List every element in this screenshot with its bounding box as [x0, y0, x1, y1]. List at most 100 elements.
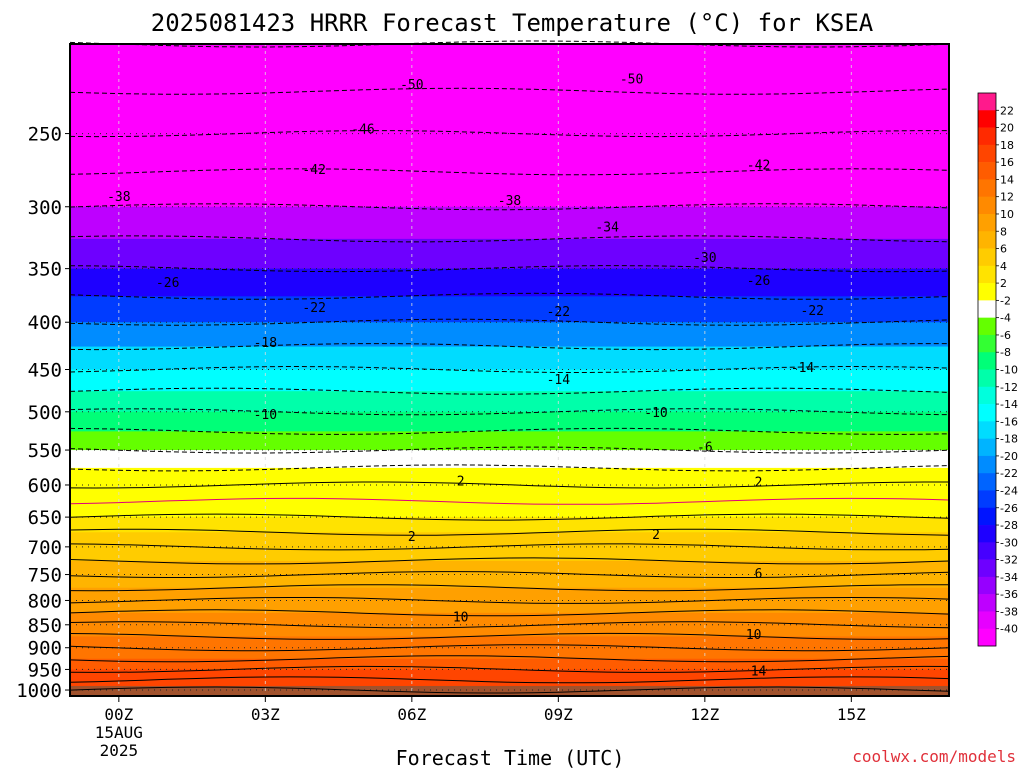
legend-label: -34 — [1000, 571, 1018, 584]
temperature-band — [70, 467, 949, 486]
legend-label: -36 — [1000, 588, 1018, 601]
isotherm-label: -38 — [498, 194, 521, 209]
isotherm-line — [69, 543, 950, 551]
isotherm-line — [69, 609, 950, 617]
isotherm-line — [69, 665, 950, 673]
legend-swatch — [978, 628, 996, 647]
isotherm-label: -18 — [254, 336, 277, 351]
y-tick-label: 300 — [28, 197, 62, 219]
legend-swatch — [978, 507, 996, 526]
isotherm-line — [69, 571, 950, 578]
ground-area — [70, 685, 949, 696]
temperature-band — [70, 411, 949, 432]
legend-swatch — [978, 248, 996, 267]
temperature-band — [70, 624, 949, 637]
isotherm-label: 2 — [755, 476, 763, 491]
legend-swatch — [978, 404, 996, 422]
isotherm-value: 14 — [751, 664, 767, 679]
temperature-band — [70, 296, 949, 323]
legend-label: 10 — [1000, 208, 1014, 221]
legend-swatch — [978, 317, 996, 336]
y-tick-label: 650 — [28, 507, 62, 529]
x-date-label: 15AUG — [95, 723, 143, 742]
legend-label: -30 — [1000, 536, 1018, 549]
y-tick-label: 550 — [28, 440, 62, 462]
temperature-band — [70, 636, 949, 649]
temperature-band — [70, 501, 949, 518]
isotherm-label: -42 — [302, 163, 325, 178]
isotherm-label: -10 — [254, 408, 277, 423]
legend-label: -40 — [1000, 623, 1018, 636]
legend-swatch — [978, 455, 996, 474]
temperature-band — [70, 560, 949, 576]
legend-swatch — [978, 576, 996, 595]
isotherm-label: 2 — [652, 528, 660, 543]
isotherm-line — [69, 408, 950, 416]
legend-swatch — [978, 162, 996, 180]
legend-swatch — [978, 594, 996, 612]
isotherm-value: -10 — [644, 406, 667, 421]
isotherm-label: 10 — [746, 628, 762, 643]
y-tick-label: 850 — [28, 615, 62, 637]
x-tick-label: 03Z — [251, 705, 280, 724]
legend-label: 2 — [1000, 277, 1007, 290]
legend-label: -20 — [1000, 450, 1018, 463]
isotherm-line — [69, 497, 950, 505]
legend-label: -32 — [1000, 554, 1018, 567]
legend-label: -8 — [1000, 346, 1011, 359]
legend-label: -18 — [1000, 433, 1018, 446]
isotherm-label: -22 — [547, 305, 570, 320]
isotherm-value: -46 — [351, 123, 374, 138]
isotherm-line — [69, 584, 950, 592]
isotherm-label: -46 — [351, 123, 374, 138]
isotherm-label: -14 — [547, 373, 571, 388]
isotherm-value: -26 — [747, 274, 770, 289]
y-tick-label: 500 — [28, 402, 62, 424]
legend-label: -14 — [1000, 398, 1018, 411]
temperature-band — [70, 431, 949, 451]
isotherm-line — [69, 235, 950, 243]
temperature-band — [70, 647, 949, 660]
isotherm-label: -14 — [791, 361, 815, 376]
temperature-band — [70, 369, 949, 392]
isotherm-value: 10 — [746, 628, 762, 643]
isotherm-line — [69, 655, 950, 663]
temperature-band — [70, 517, 949, 533]
y-tick-label: 450 — [28, 360, 62, 382]
legend-label: -28 — [1000, 519, 1018, 532]
isotherm-line — [69, 343, 949, 351]
legend-swatch — [978, 300, 996, 318]
isotherm-value: -10 — [254, 408, 277, 423]
temperature-band — [70, 44, 949, 92]
x-date-label: 2025 — [100, 741, 139, 760]
temperature-band — [70, 612, 949, 626]
legend-swatch — [978, 179, 996, 197]
isotherm-value: -42 — [302, 163, 325, 178]
chart-title: 2025081423 HRRR Forecast Temperature (°C… — [151, 9, 874, 37]
temperature-band — [70, 268, 949, 297]
legend-swatch — [978, 93, 996, 111]
isotherm-value: -22 — [302, 301, 325, 316]
isotherm-line — [69, 557, 950, 565]
y-tick-label: 350 — [28, 259, 62, 281]
temperature-band — [70, 91, 949, 135]
y-tick-label: 900 — [28, 638, 62, 660]
legend-label: 12 — [1000, 191, 1014, 204]
isotherm-label: -38 — [107, 190, 130, 205]
legend-swatch — [978, 490, 996, 509]
legend-swatch — [978, 144, 996, 163]
isotherm-line — [69, 427, 950, 435]
credit-link[interactable]: coolwx.com/models — [852, 747, 1016, 766]
legend-label: 6 — [1000, 243, 1007, 256]
isotherm-value: -6 — [697, 440, 713, 455]
temperature-band — [70, 546, 949, 562]
legend-swatch — [978, 438, 996, 457]
y-tick-label: 600 — [28, 475, 62, 497]
legend-swatch — [978, 386, 996, 405]
legend-label: -38 — [1000, 605, 1018, 618]
y-tick-label: 400 — [28, 312, 62, 334]
isotherm-label: -34 — [595, 220, 619, 235]
isotherm-line — [69, 365, 950, 373]
isotherm-value: -14 — [547, 373, 571, 388]
isotherm-value: -34 — [595, 220, 619, 235]
